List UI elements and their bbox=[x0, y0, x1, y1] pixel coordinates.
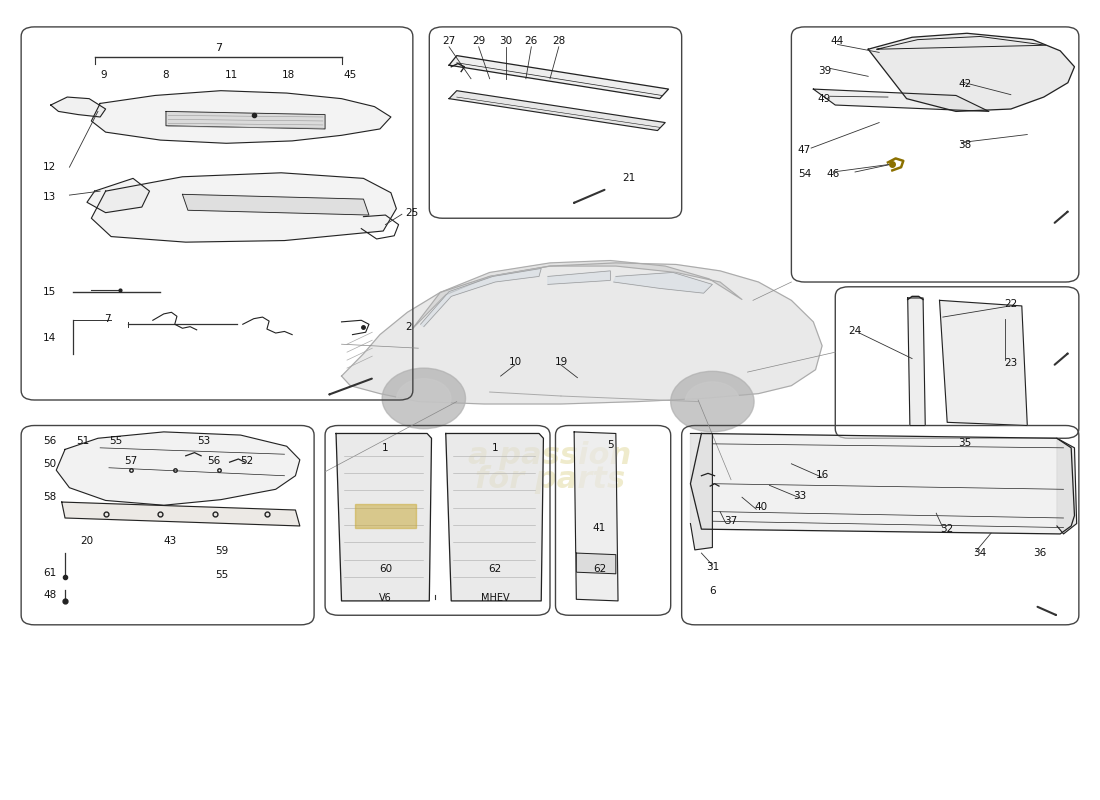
Text: 9: 9 bbox=[100, 70, 107, 80]
Circle shape bbox=[397, 378, 451, 418]
Text: 7: 7 bbox=[216, 42, 222, 53]
Text: 2: 2 bbox=[405, 322, 411, 332]
Text: 32: 32 bbox=[940, 524, 954, 534]
Text: 13: 13 bbox=[43, 192, 56, 202]
Text: MHEV: MHEV bbox=[481, 593, 509, 602]
Text: 11: 11 bbox=[226, 70, 239, 80]
Text: 7: 7 bbox=[104, 314, 111, 324]
Polygon shape bbox=[183, 194, 368, 215]
Text: 36: 36 bbox=[1033, 548, 1046, 558]
Polygon shape bbox=[354, 504, 416, 527]
Polygon shape bbox=[412, 261, 742, 328]
Text: 61: 61 bbox=[43, 568, 56, 578]
Polygon shape bbox=[908, 298, 925, 426]
Polygon shape bbox=[449, 56, 669, 98]
Text: 34: 34 bbox=[974, 548, 987, 558]
Polygon shape bbox=[341, 263, 822, 404]
Text: 27: 27 bbox=[442, 36, 455, 46]
Text: 49: 49 bbox=[817, 94, 830, 104]
Text: 48: 48 bbox=[43, 590, 56, 599]
Text: 12: 12 bbox=[43, 162, 56, 172]
Text: 59: 59 bbox=[216, 546, 229, 557]
Text: 5: 5 bbox=[607, 441, 614, 450]
Text: 56: 56 bbox=[43, 437, 56, 446]
Circle shape bbox=[671, 371, 755, 432]
Polygon shape bbox=[449, 90, 666, 130]
Text: 57: 57 bbox=[124, 456, 138, 466]
Text: 62: 62 bbox=[488, 564, 502, 574]
Text: 29: 29 bbox=[472, 36, 485, 46]
Polygon shape bbox=[166, 111, 326, 129]
Text: 41: 41 bbox=[593, 522, 606, 533]
Text: 25: 25 bbox=[405, 208, 418, 218]
Text: 1: 1 bbox=[492, 443, 498, 453]
Text: 55: 55 bbox=[216, 570, 229, 580]
Text: 6: 6 bbox=[710, 586, 716, 596]
Text: 45: 45 bbox=[343, 70, 356, 80]
Polygon shape bbox=[614, 273, 713, 293]
Text: 53: 53 bbox=[197, 437, 210, 446]
Text: 10: 10 bbox=[508, 357, 521, 366]
Polygon shape bbox=[336, 434, 431, 601]
Polygon shape bbox=[91, 173, 396, 242]
Circle shape bbox=[382, 368, 465, 429]
Text: a passion: a passion bbox=[469, 442, 631, 470]
Text: 20: 20 bbox=[80, 536, 94, 546]
Text: 38: 38 bbox=[958, 140, 971, 150]
Text: 22: 22 bbox=[1004, 299, 1018, 310]
Polygon shape bbox=[813, 89, 989, 111]
Text: 1: 1 bbox=[382, 443, 388, 453]
Text: 54: 54 bbox=[798, 170, 811, 179]
Polygon shape bbox=[1057, 438, 1077, 534]
Text: 14: 14 bbox=[43, 333, 56, 343]
Text: for parts: for parts bbox=[475, 466, 625, 494]
Polygon shape bbox=[87, 178, 150, 213]
Text: 51: 51 bbox=[76, 437, 89, 446]
Text: V6: V6 bbox=[379, 593, 392, 602]
Polygon shape bbox=[691, 434, 1075, 534]
Text: 43: 43 bbox=[164, 536, 177, 546]
Polygon shape bbox=[420, 269, 541, 326]
Polygon shape bbox=[56, 432, 300, 506]
Text: 40: 40 bbox=[755, 502, 767, 512]
Polygon shape bbox=[939, 300, 1027, 426]
Polygon shape bbox=[868, 34, 1075, 111]
Text: 56: 56 bbox=[208, 456, 221, 466]
Text: 8: 8 bbox=[163, 70, 169, 80]
Text: 46: 46 bbox=[826, 170, 839, 179]
Text: 39: 39 bbox=[817, 66, 830, 76]
Text: 18: 18 bbox=[283, 70, 296, 80]
Text: 62: 62 bbox=[593, 564, 606, 574]
Polygon shape bbox=[91, 90, 390, 143]
Text: 55: 55 bbox=[109, 437, 122, 446]
Text: 21: 21 bbox=[623, 174, 636, 183]
Text: 60: 60 bbox=[378, 564, 392, 574]
Text: 19: 19 bbox=[554, 357, 568, 366]
Circle shape bbox=[685, 382, 739, 422]
Text: 16: 16 bbox=[815, 470, 828, 480]
Polygon shape bbox=[548, 271, 610, 285]
Text: 35: 35 bbox=[958, 438, 971, 448]
Polygon shape bbox=[62, 502, 300, 526]
Polygon shape bbox=[576, 553, 616, 574]
Text: 28: 28 bbox=[552, 36, 565, 46]
Text: 58: 58 bbox=[43, 492, 56, 502]
Text: 23: 23 bbox=[1004, 358, 1018, 367]
Text: 44: 44 bbox=[830, 36, 844, 46]
Text: 24: 24 bbox=[848, 326, 861, 336]
Text: 15: 15 bbox=[43, 286, 56, 297]
Text: 50: 50 bbox=[43, 458, 56, 469]
Text: 47: 47 bbox=[798, 146, 811, 155]
Text: 37: 37 bbox=[725, 516, 738, 526]
Polygon shape bbox=[446, 434, 543, 601]
Polygon shape bbox=[51, 97, 106, 117]
Polygon shape bbox=[574, 432, 618, 601]
Text: 31: 31 bbox=[706, 562, 719, 573]
Text: 30: 30 bbox=[499, 36, 513, 46]
Text: 33: 33 bbox=[793, 490, 806, 501]
Polygon shape bbox=[691, 434, 713, 550]
Text: 52: 52 bbox=[241, 456, 254, 466]
Text: 42: 42 bbox=[958, 79, 971, 90]
Text: 26: 26 bbox=[525, 36, 538, 46]
